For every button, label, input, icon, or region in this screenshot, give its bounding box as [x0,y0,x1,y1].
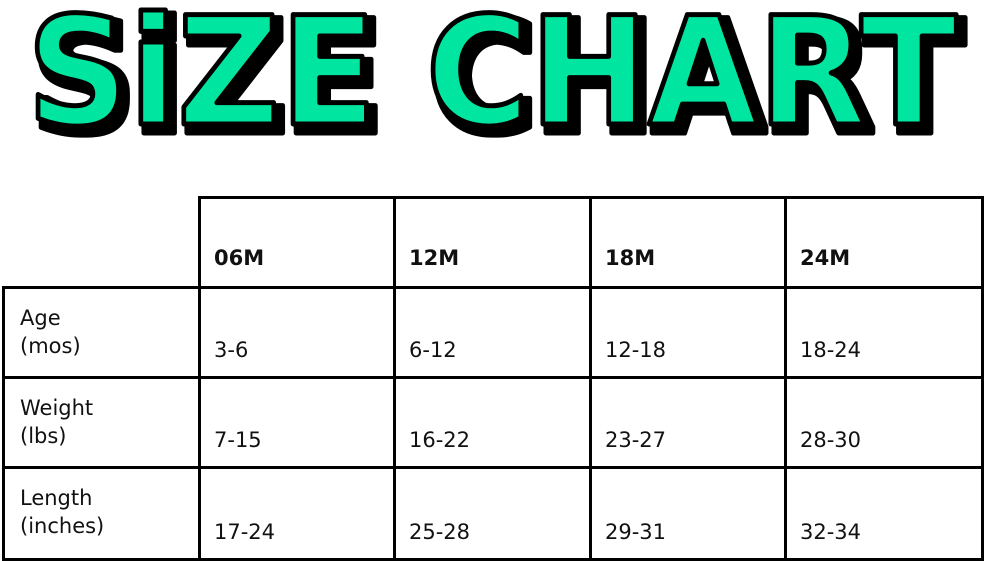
column-header: 06M [198,196,396,289]
cell-line: 12M [409,246,460,270]
table-cell-text: 25-28 [409,518,470,546]
table-cell-text: 28-30 [800,426,861,454]
title-text: SiZE CHART [27,0,957,150]
cell-line: 32-34 [800,520,862,544]
cell-line: (inches) [20,514,105,538]
table-cell: 18-24 [784,286,984,379]
column-header-text: 12M [409,244,459,272]
row-label: Length (inches) [2,466,201,561]
table-cell: 12-18 [589,286,787,379]
table-cell: 17-24 [198,466,396,561]
table-cell-text: 12-18 [605,336,666,364]
table-cell-text: 7-15 [214,426,262,454]
table-cell-text: 32-34 [800,518,861,546]
row-label-text: Age (mos) [20,304,81,360]
cell-line: (lbs) [20,424,67,448]
cell-line: 18M [605,246,656,270]
column-header: 18M [589,196,787,289]
cell-line: 6-12 [409,338,457,362]
cell-line: Length [20,486,93,510]
table-cell-text: 16-22 [409,426,470,454]
cell-line: Age [20,306,61,330]
table-cell-text: 23-27 [605,426,666,454]
row-label: Age (mos) [2,286,201,379]
cell-line: 24M [800,246,851,270]
column-header-text: 18M [605,244,655,272]
cell-line: Weight [20,396,94,420]
table-cell-text: 6-12 [409,336,457,364]
row-label: Weight (lbs) [2,376,201,469]
cell-line: 3-6 [214,338,249,362]
cell-line: 23-27 [605,428,667,452]
cell-line: 25-28 [409,520,471,544]
size-chart-title: SiZE CHART [25,0,960,150]
cell-line: 28-30 [800,428,862,452]
table-cell: 23-27 [589,376,787,469]
cell-line: 12-18 [605,338,667,362]
table-cell: 29-31 [589,466,787,561]
cell-line: 16-22 [409,428,471,452]
table-cell: 7-15 [198,376,396,469]
table-cell-text: 17-24 [214,518,275,546]
cell-line: (mos) [20,334,81,358]
cell-line: 17-24 [214,520,276,544]
table-cell: 3-6 [198,286,396,379]
table-cell: 28-30 [784,376,984,469]
column-header-text: 06M [214,244,264,272]
table-cell: 25-28 [393,466,592,561]
cell-line: 29-31 [605,520,667,544]
table-cell: 16-22 [393,376,592,469]
column-header: 24M [784,196,984,289]
cell-line: 06M [214,246,265,270]
cell-line: 18-24 [800,338,862,362]
table-cell: 32-34 [784,466,984,561]
table-cell: 6-12 [393,286,592,379]
row-label-text: Length (inches) [20,484,104,540]
column-header: 12M [393,196,592,289]
row-label-text: Weight (lbs) [20,394,93,450]
table-cell-text: 18-24 [800,336,861,364]
column-header-text: 24M [800,244,850,272]
table-cell-text: 3-6 [214,336,248,364]
cell-line: 7-15 [214,428,262,452]
table-cell-text: 29-31 [605,518,666,546]
